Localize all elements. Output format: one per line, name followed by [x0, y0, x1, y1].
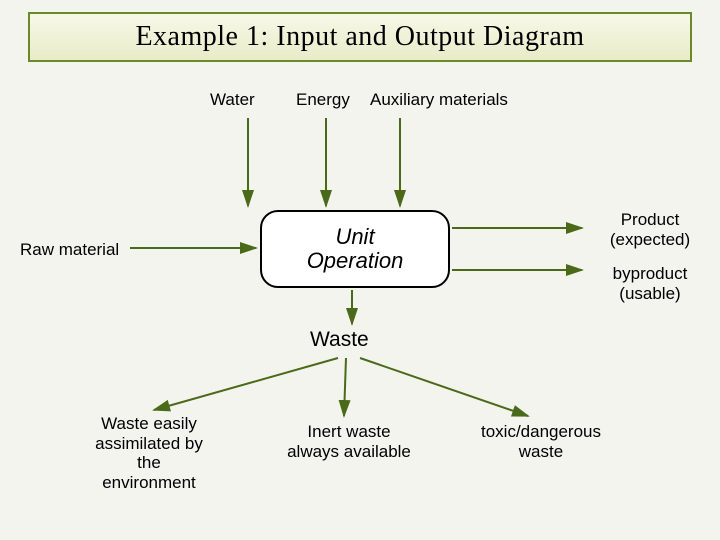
arrow-waste-inert	[344, 358, 346, 416]
label-waste-easy: Waste easily assimilated by the environm…	[74, 414, 224, 492]
label-energy: Energy	[296, 90, 350, 110]
title-banner: Example 1: Input and Output Diagram	[28, 12, 692, 62]
unit-operation-box: Unit Operation	[260, 210, 450, 288]
unit-operation-label: Unit Operation	[307, 225, 404, 273]
arrow-waste-toxic	[360, 358, 528, 416]
label-product: Product (expected)	[590, 210, 710, 249]
label-byproduct: byproduct (usable)	[590, 264, 710, 303]
label-raw: Raw material	[20, 240, 119, 260]
arrow-waste-easy	[154, 358, 338, 410]
label-aux: Auxiliary materials	[370, 90, 508, 110]
label-waste-hub: Waste	[310, 328, 369, 352]
label-waste-toxic: toxic/dangerous waste	[456, 422, 626, 461]
label-waste-inert: Inert waste always available	[264, 422, 434, 461]
page-title: Example 1: Input and Output Diagram	[135, 21, 584, 53]
label-water: Water	[210, 90, 255, 110]
